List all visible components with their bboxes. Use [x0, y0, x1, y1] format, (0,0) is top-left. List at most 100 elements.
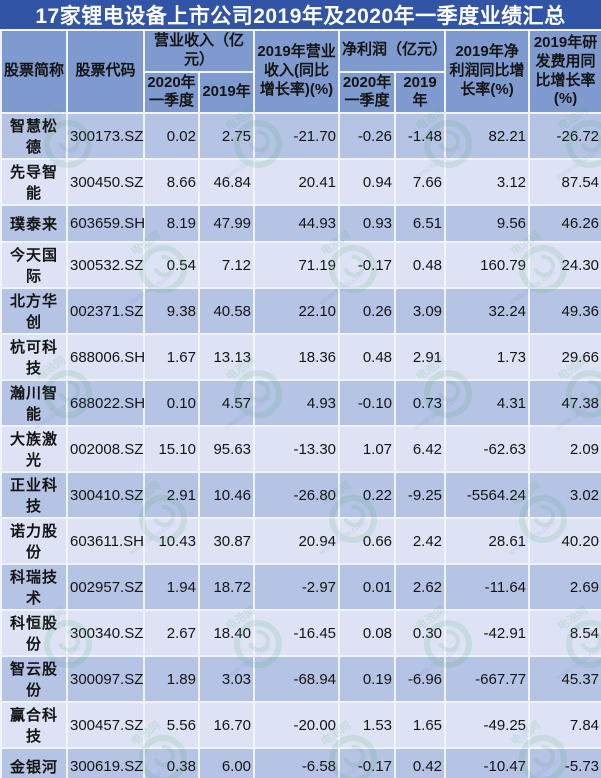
table-row: 正业科技 300410.SZ 2.91 10.46 -26.80 0.22 -9.25 -55… [0, 471, 601, 519]
cell-rev-2019: 7.12 [197, 241, 256, 289]
cell-code: 688022.SH [66, 379, 145, 427]
cell-profit-growth: 82.21 [444, 112, 531, 160]
cell-profit-q1-2020: 0.48 [338, 333, 397, 381]
cell-name: 诺力股份 [0, 517, 68, 565]
cell-profit-q1-2020: 1.07 [338, 425, 397, 473]
header-sub-row: 2020年一季度 2019年 2020年一季度 2019年 [1, 70, 601, 114]
cell-rd-growth: 87.54 [528, 158, 601, 206]
cell-code: 002008.SZ [66, 425, 145, 473]
cell-profit-2019: 1.65 [394, 701, 447, 749]
table-header: 股票简称 股票代码 营业收入（亿元） 2019年营业收入(同比增长率)(%) 净… [0, 29, 601, 114]
cell-profit-q1-2020: 0.26 [338, 287, 397, 335]
cell-name: 正业科技 [0, 471, 68, 519]
col-header-revenue-group: 营业收入（亿元） [142, 29, 256, 73]
cell-rd-growth: 46.26 [528, 204, 601, 243]
cell-rev-growth: -13.30 [253, 425, 341, 473]
cell-rev-2019: 46.84 [197, 158, 256, 206]
cell-profit-2019: 6.42 [394, 425, 447, 473]
header-group-row: 股票简称 股票代码 营业收入（亿元） 2019年营业收入(同比增长率)(%) 净… [0, 29, 601, 114]
cell-profit-growth: -49.25 [444, 701, 531, 749]
cell-rev-q1-2020: 0.38 [143, 747, 200, 778]
col-subheader-profit-q1-2020: 2020年一季度 [338, 70, 397, 114]
cell-profit-q1-2020: -0.10 [338, 379, 397, 427]
cell-rev-growth: 20.94 [253, 517, 341, 565]
cell-profit-2019: 6.51 [394, 204, 447, 243]
cell-code: 002957.SZ [66, 563, 145, 611]
cell-profit-growth: -5564.24 [444, 471, 531, 519]
cell-rev-growth: 22.10 [253, 287, 341, 335]
cell-profit-growth: 160.79 [444, 241, 531, 289]
cell-profit-2019: 0.48 [394, 241, 447, 289]
cell-profit-2019: 0.30 [394, 609, 447, 657]
cell-name: 科恒股份 [0, 609, 68, 657]
cell-rev-2019: 3.03 [197, 655, 256, 703]
cell-profit-2019: -1.48 [394, 112, 447, 160]
cell-profit-growth: -62.63 [444, 425, 531, 473]
cell-profit-growth: 32.24 [444, 287, 531, 335]
cell-profit-growth: 3.12 [444, 158, 531, 206]
cell-profit-2019: 2.91 [394, 333, 447, 381]
cell-rev-q1-2020: 8.66 [143, 158, 200, 206]
cell-profit-q1-2020: 0.22 [338, 471, 397, 519]
cell-rd-growth: 45.37 [528, 655, 601, 703]
cell-name: 智云股份 [0, 655, 68, 703]
cell-rev-2019: 10.46 [197, 471, 256, 519]
cell-profit-q1-2020: 1.53 [338, 701, 397, 749]
cell-code: 002371.SZ [66, 287, 145, 335]
cell-code: 300097.SZ [66, 655, 145, 703]
cell-rev-q1-2020: 5.56 [143, 701, 200, 749]
page-title: 17家锂电设备上市公司2019年及2020年一季度业绩汇总 [0, 0, 601, 29]
cell-name: 大族激光 [0, 425, 68, 473]
cell-profit-q1-2020: 0.08 [338, 609, 397, 657]
cell-profit-2019: -6.96 [394, 655, 447, 703]
cell-profit-2019: 7.66 [394, 158, 447, 206]
cell-rev-q1-2020: 15.10 [143, 425, 200, 473]
cell-rd-growth: 47.38 [528, 379, 601, 427]
cell-rev-2019: 95.63 [197, 425, 256, 473]
cell-profit-q1-2020: 0.19 [338, 655, 397, 703]
col-header-profit-growth: 2019年净利润同比增长率(%) [444, 29, 531, 114]
table-row: 智云股份 300097.SZ 1.89 3.03 -68.94 0.19 -6.96 -667… [0, 655, 601, 703]
cell-profit-q1-2020: 0.93 [338, 204, 397, 243]
cell-profit-2019: 0.42 [394, 747, 447, 778]
cell-rd-growth: 8.54 [528, 609, 601, 657]
cell-rev-2019: 2.75 [197, 112, 256, 160]
cell-name: 智慧松德 [0, 112, 68, 160]
cell-rev-q1-2020: 10.43 [143, 517, 200, 565]
cell-rev-q1-2020: 9.38 [143, 287, 200, 335]
table-row: 璞泰来 603659.SH 8.19 47.99 44.93 0.93 6.51 9.56 46… [0, 204, 601, 243]
cell-code: 300457.SZ [66, 701, 145, 749]
cell-rev-2019: 13.13 [197, 333, 256, 381]
cell-rd-growth: 24.30 [528, 241, 601, 289]
table-row: 瀚川智能 688022.SH 0.10 4.57 4.93 -0.10 0.73 4.31 47… [0, 379, 601, 427]
cell-rd-growth: 29.66 [528, 333, 601, 381]
table-row: 诺力股份 603611.SH 10.43 30.87 20.94 0.66 2.42 28.6… [0, 517, 601, 565]
table-row: 金银河 300619.SZ 0.38 6.00 -6.58 -0.17 0.42 -10.47… [0, 747, 601, 778]
cell-rev-growth: 4.93 [253, 379, 341, 427]
cell-name: 璞泰来 [0, 204, 68, 243]
cell-profit-2019: 0.73 [394, 379, 447, 427]
cell-rev-growth: 44.93 [253, 204, 341, 243]
cell-rev-growth: -6.58 [253, 747, 341, 778]
col-subheader-profit-2019: 2019年 [394, 70, 447, 114]
cell-rev-q1-2020: 0.02 [143, 112, 200, 160]
cell-rev-q1-2020: 1.94 [143, 563, 200, 611]
table-row: 杭可科技 688006.SH 1.67 13.13 18.36 0.48 2.91 1.73 2… [0, 333, 601, 381]
cell-rev-2019: 16.70 [197, 701, 256, 749]
cell-rev-growth: -68.94 [253, 655, 341, 703]
cell-code: 603659.SH [66, 204, 145, 243]
cell-name: 赢合科技 [0, 701, 68, 749]
cell-rev-q1-2020: 8.19 [143, 204, 200, 243]
table-row: 大族激光 002008.SZ 15.10 95.63 -13.30 1.07 6.42 -62… [0, 425, 601, 473]
cell-profit-2019: 3.09 [394, 287, 447, 335]
table-row: 今天国际 300532.SZ 0.54 7.12 71.19 -0.17 0.48 160.7… [0, 241, 601, 289]
col-header-stock-name: 股票简称 [0, 29, 68, 114]
cell-name: 科瑞技术 [0, 563, 68, 611]
cell-rev-q1-2020: 0.10 [143, 379, 200, 427]
cell-rev-2019: 18.40 [197, 609, 256, 657]
cell-rd-growth: 3.02 [528, 471, 601, 519]
cell-rev-growth: 71.19 [253, 241, 341, 289]
cell-profit-q1-2020: 0.66 [338, 517, 397, 565]
col-header-profit-group: 净利润（亿元） [338, 29, 447, 73]
cell-rev-growth: 20.41 [253, 158, 341, 206]
